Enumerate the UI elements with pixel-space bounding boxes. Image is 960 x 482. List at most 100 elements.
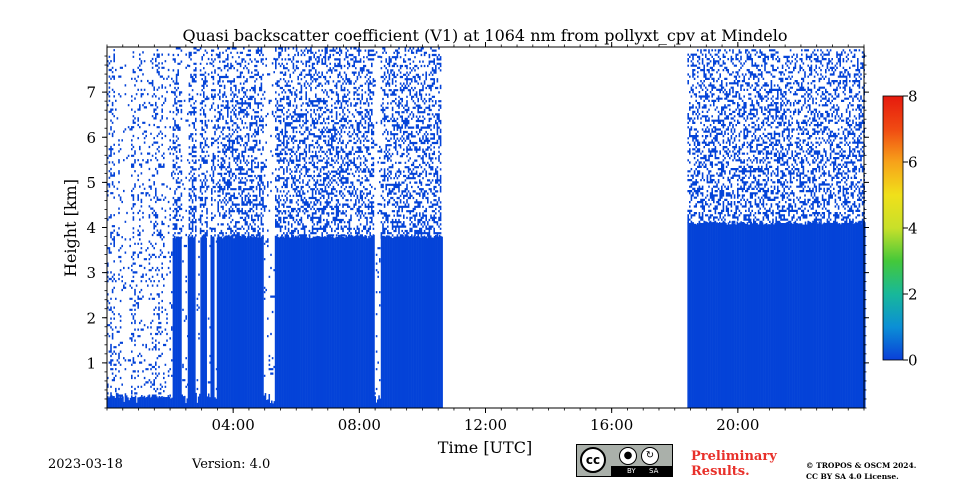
bl-column <box>109 396 112 408</box>
bl-column <box>435 234 437 408</box>
bl-column <box>200 237 202 408</box>
bl-column <box>388 235 390 408</box>
colorbar-tick-label: 2 <box>908 286 918 304</box>
bl-column <box>271 400 273 408</box>
bl-column <box>236 235 239 408</box>
bl-column <box>789 224 792 408</box>
bl-column <box>832 222 835 408</box>
bl-column <box>264 393 267 408</box>
bl-column <box>812 224 814 408</box>
bl-column <box>132 397 134 408</box>
x-tick-label: 12:00 <box>464 416 507 434</box>
bl-column <box>790 223 793 408</box>
bl-column <box>355 235 358 408</box>
bl-column <box>201 235 204 408</box>
bl-column <box>130 395 133 408</box>
bl-column <box>693 223 696 408</box>
bl-column <box>197 396 200 408</box>
bl-column <box>385 235 388 408</box>
bl-column <box>112 396 114 408</box>
bl-column <box>752 221 755 408</box>
bl-column <box>349 235 351 408</box>
bl-column <box>255 236 258 408</box>
bl-column <box>143 395 146 408</box>
bl-column <box>380 235 383 408</box>
data-layer <box>107 47 866 408</box>
bl-column <box>267 399 269 408</box>
bl-column <box>821 224 823 408</box>
bl-column <box>721 222 723 408</box>
bl-column <box>291 236 293 408</box>
bl-column <box>803 224 805 408</box>
bl-column <box>326 234 329 408</box>
bl-column <box>119 395 122 408</box>
bl-column <box>195 392 197 408</box>
bl-column <box>196 402 199 408</box>
bl-column <box>781 224 784 408</box>
bl-column <box>306 237 308 408</box>
bl-column <box>692 222 694 408</box>
bl-column <box>783 224 785 408</box>
bl-column <box>808 221 811 408</box>
bl-column <box>175 238 177 408</box>
bl-column <box>315 237 317 408</box>
bl-column <box>816 221 818 408</box>
bl-column <box>424 236 427 408</box>
bl-column <box>337 234 340 408</box>
bl-column <box>151 396 153 408</box>
bl-column <box>824 223 827 408</box>
bl-column <box>118 397 120 408</box>
bl-column <box>110 394 113 408</box>
x-tick-label: 16:00 <box>590 416 633 434</box>
bl-column <box>141 395 143 408</box>
bl-column <box>279 236 282 408</box>
bl-column <box>318 236 321 408</box>
bl-column <box>185 403 187 408</box>
bl-column <box>363 238 365 408</box>
bl-column <box>332 237 335 408</box>
bl-column <box>716 222 718 408</box>
bl-column <box>847 223 850 408</box>
bl-column <box>707 222 710 408</box>
chart-title: Quasi backscatter coefficient (V1) at 10… <box>183 26 788 45</box>
bl-column <box>186 398 189 408</box>
bl-column <box>209 397 211 408</box>
bl-column <box>842 223 845 408</box>
cc-license-badge[interactable]: cc ● ↻ BY SA <box>576 444 673 477</box>
bl-column <box>848 221 851 408</box>
bl-column <box>377 399 379 408</box>
date-label: 2023-03-18 <box>48 457 123 472</box>
bl-column <box>749 224 751 408</box>
bl-column <box>708 221 711 408</box>
bl-column <box>245 237 248 408</box>
bl-column <box>258 237 260 408</box>
bl-column <box>168 396 171 408</box>
bl-column <box>283 237 286 408</box>
bl-column <box>826 223 828 408</box>
bl-column <box>273 401 276 408</box>
bl-column <box>144 397 147 408</box>
bl-column <box>257 237 259 408</box>
bl-column <box>773 224 775 408</box>
bl-column <box>438 234 441 408</box>
bl-column <box>305 235 307 408</box>
bl-column <box>330 236 332 408</box>
bl-column <box>202 234 205 408</box>
bl-column <box>838 223 841 408</box>
bl-column <box>307 237 310 408</box>
bl-column <box>798 223 800 408</box>
bl-column <box>732 223 735 408</box>
bl-column <box>837 223 840 408</box>
bl-column <box>214 397 216 408</box>
bl-column <box>800 223 803 408</box>
bl-column <box>787 221 789 408</box>
bl-column <box>765 223 768 408</box>
bl-column <box>216 237 219 408</box>
bl-column <box>128 400 131 408</box>
bl-column <box>788 222 790 408</box>
bl-column <box>774 223 776 408</box>
bl-column <box>392 238 394 408</box>
bl-column <box>163 397 166 408</box>
bl-column <box>316 235 318 408</box>
